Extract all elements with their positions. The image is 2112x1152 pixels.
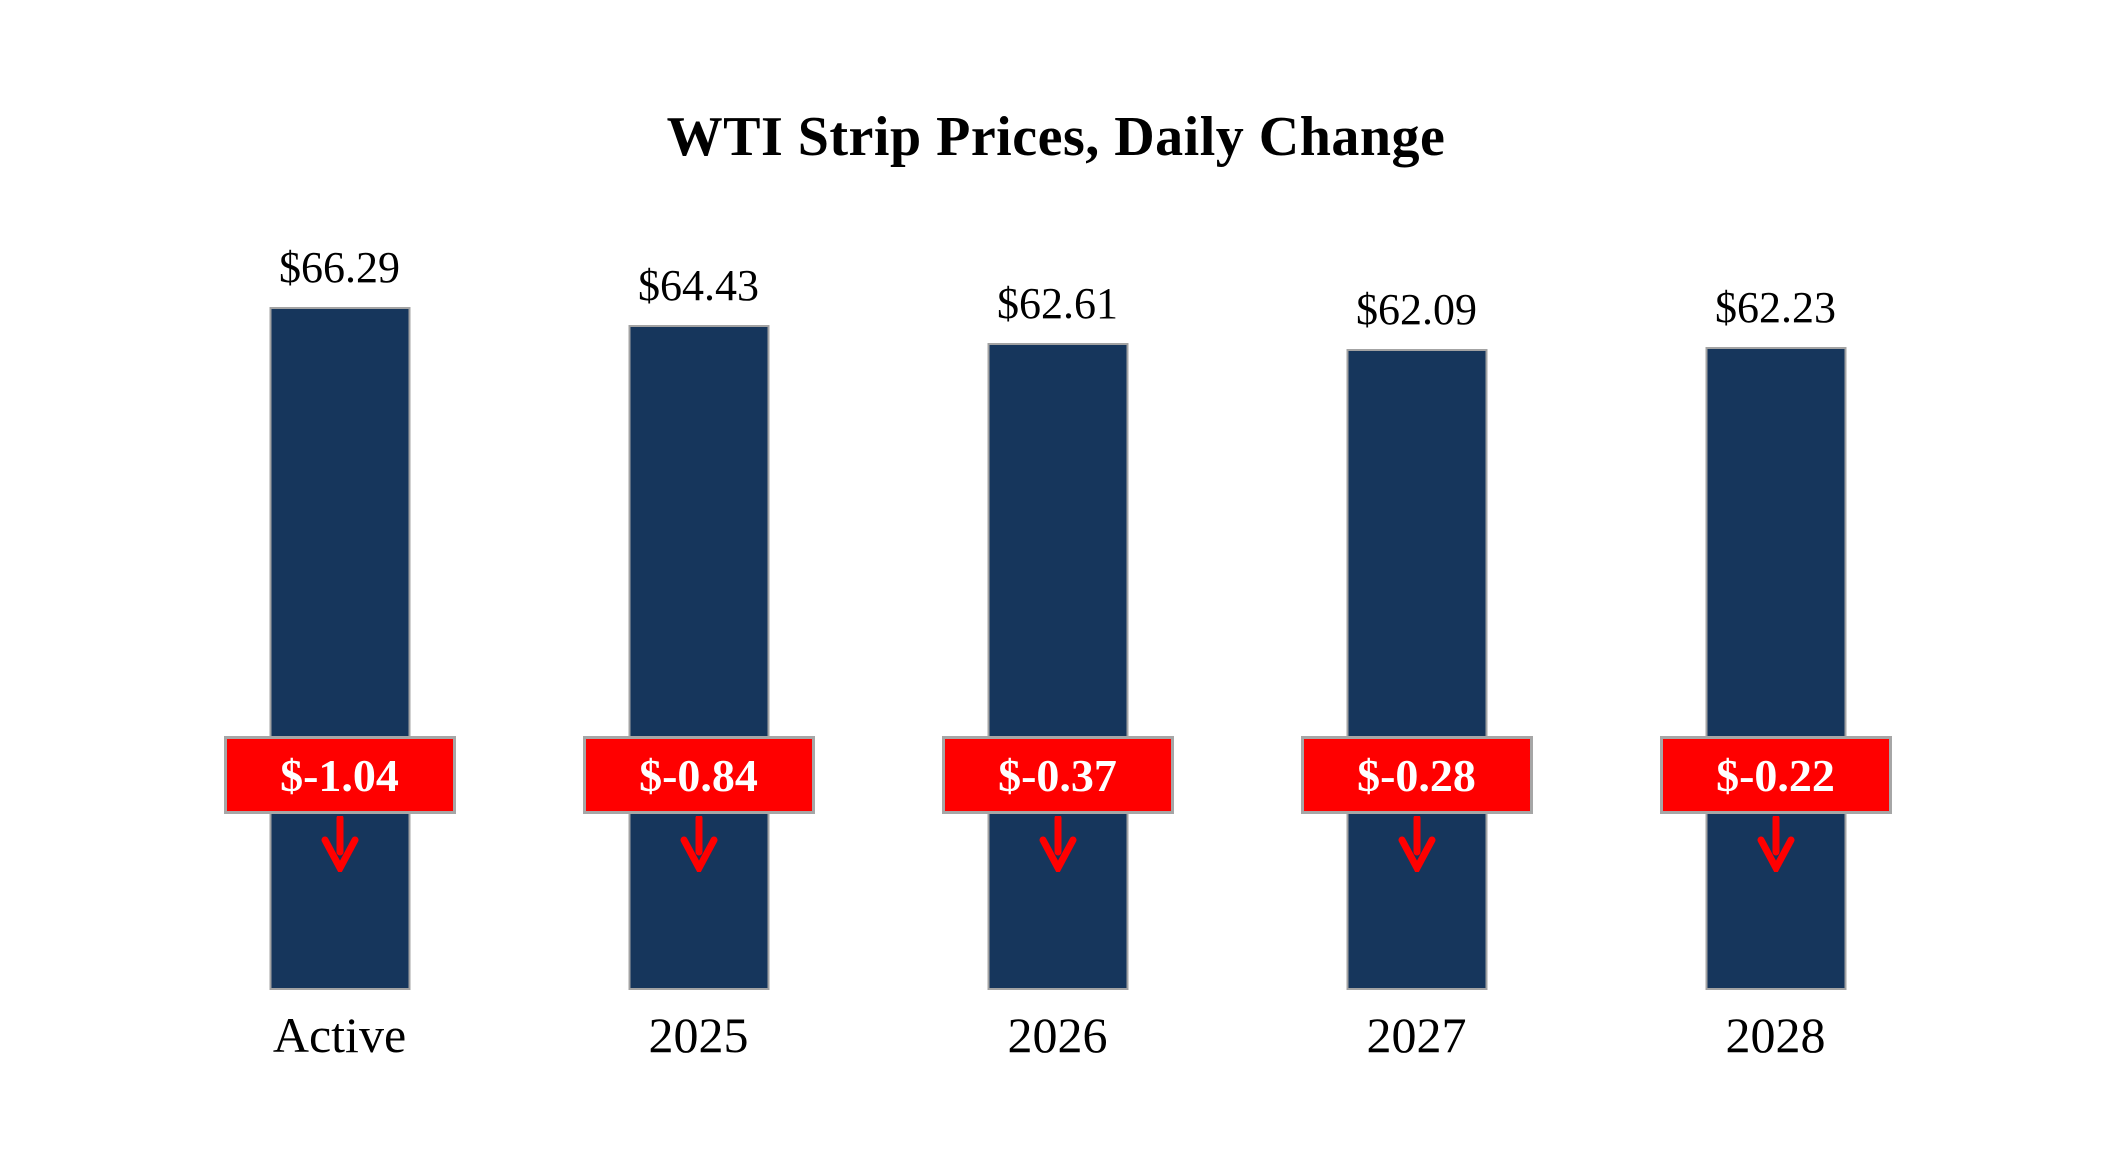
category-label: 2028 [1725,1007,1826,1063]
price-label: $62.61 [997,279,1118,328]
down-arrow-icon [1039,816,1076,872]
price-label: $64.43 [638,261,759,310]
bar-group-active: $66.29 $-1.04 Active [160,230,519,1063]
price-bar [269,307,410,990]
price-bar [1705,347,1846,990]
bar-group-2027: $62.09 $-0.28 2027 [1237,230,1596,1063]
price-label: $66.29 [279,243,400,292]
down-arrow-icon [1757,816,1794,872]
price-label: $62.23 [1715,283,1836,332]
down-arrow-icon [680,816,717,872]
price-bar [987,343,1128,990]
down-arrow-icon [1398,816,1435,872]
bar-group-2026: $62.61 $-0.37 2026 [878,230,1237,1063]
bar-group-2025: $64.43 $-0.84 2025 [519,230,878,1063]
daily-change-badge: $-0.37 [941,736,1174,814]
bars-area: $66.29 $-1.04 Active $64.43 $-0.84 2025 … [160,230,1955,1063]
category-label: 2026 [1007,1007,1108,1063]
price-bar [1346,349,1487,990]
daily-change-badge: $-0.22 [1659,736,1892,814]
category-label: 2025 [648,1007,749,1063]
category-label: Active [272,1007,407,1063]
daily-change-badge: $-0.28 [1300,736,1533,814]
price-label: $62.09 [1356,285,1477,334]
category-label: 2027 [1366,1007,1467,1063]
price-bar [628,325,769,990]
chart-title: WTI Strip Prices, Daily Change [666,106,1446,168]
daily-change-badge: $-1.04 [223,736,456,814]
down-arrow-icon [321,816,358,872]
daily-change-badge: $-0.84 [582,736,815,814]
bar-group-2028: $62.23 $-0.22 2028 [1596,230,1955,1063]
